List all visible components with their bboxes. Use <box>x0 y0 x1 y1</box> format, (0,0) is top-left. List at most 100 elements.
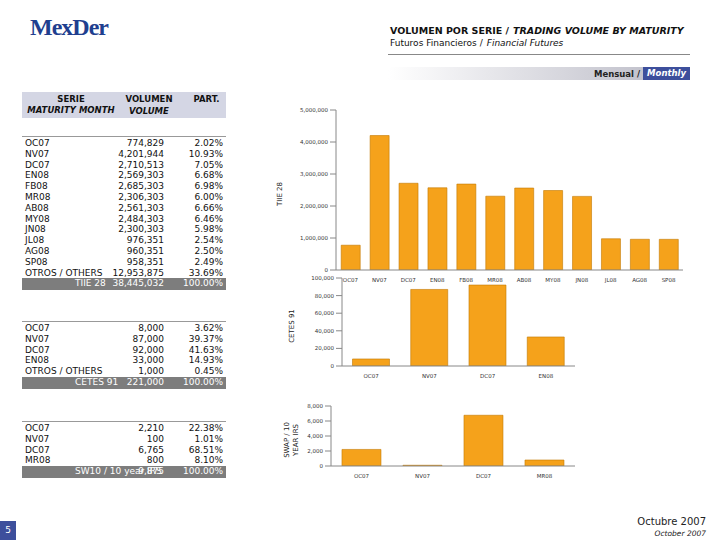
svg-text:OC07: OC07 <box>364 373 380 379</box>
html-text:DC07: DC07 <box>25 344 50 355</box>
html-text:1,000: 1,000 <box>138 366 164 377</box>
html-text:6.68%: 6.68% <box>194 170 223 181</box>
html-text:TRADING VOLUME BY MATURITY: TRADING VOLUME BY MATURITY <box>513 25 684 36</box>
html-text:33,000: 33,000 <box>132 355 164 366</box>
svg-text:OC07: OC07 <box>354 473 370 479</box>
html-text:FB08: FB08 <box>25 181 48 192</box>
html-text:6.66%: 6.66% <box>194 202 223 213</box>
html-text:AB08: AB08 <box>25 202 49 213</box>
svg-text:4,000,000: 4,000,000 <box>300 139 328 145</box>
html-text:2,561,303: 2,561,303 <box>118 202 164 213</box>
svg-text:MR08: MR08 <box>537 473 553 479</box>
html-text:OTROS / OTHERS: OTROS / OTHERS <box>25 366 103 377</box>
html-text:Octubre 2007: Octubre 2007 <box>637 516 706 527</box>
html-text:2,300,303: 2,300,303 <box>118 224 164 235</box>
html-text:100.00%: 100.00% <box>183 278 223 289</box>
html-text:33.69%: 33.69% <box>188 267 223 278</box>
html-text:2,685,303: 2,685,303 <box>118 181 164 192</box>
svg-text:MY08: MY08 <box>545 277 561 283</box>
svg-text:OC07: OC07 <box>343 277 359 283</box>
svg-text:3,000,000: 3,000,000 <box>300 171 328 177</box>
html-text:6,765: 6,765 <box>138 444 164 455</box>
html-text:2.54%: 2.54% <box>194 235 223 246</box>
html-text:MexDer: MexDer <box>30 14 108 40</box>
svg-text:NV07: NV07 <box>372 277 387 283</box>
svg-text:NV07: NV07 <box>422 373 437 379</box>
svg-text:JL08: JL08 <box>604 277 617 284</box>
html-text:2,484,303: 2,484,303 <box>118 213 164 224</box>
html-text:6.98%: 6.98% <box>194 181 223 192</box>
html-text:6.46%: 6.46% <box>194 213 223 224</box>
html-text:4,201,944: 4,201,944 <box>118 148 164 159</box>
html-text:41.63%: 41.63% <box>188 344 223 355</box>
html-text:JN08: JN08 <box>25 224 46 235</box>
svg-text:20,000: 20,000 <box>315 345 335 351</box>
html-text:92,000: 92,000 <box>132 344 164 355</box>
svg-text:EN08: EN08 <box>539 373 554 379</box>
html-text:2,710,513: 2,710,513 <box>118 159 164 170</box>
html-text:5.98%: 5.98% <box>194 224 223 235</box>
svg-text:8,000: 8,000 <box>307 403 323 409</box>
html-text:8.10%: 8.10% <box>194 455 223 466</box>
html-text:2,569,303: 2,569,303 <box>118 170 164 181</box>
html-text:MR08: MR08 <box>25 455 51 466</box>
html-text:976,351: 976,351 <box>126 235 164 246</box>
svg-text:40,000: 40,000 <box>315 328 335 334</box>
html-text:VOLUMEN POR SERIE /: VOLUMEN POR SERIE / <box>390 25 509 36</box>
html-text:1.01%: 1.01% <box>194 433 223 444</box>
svg-text:2,000: 2,000 <box>307 448 323 454</box>
svg-text:NV07: NV07 <box>415 473 430 479</box>
html-text:TIIE 28: TIIE 28 <box>75 278 106 289</box>
svg-text:EN08: EN08 <box>430 277 445 283</box>
html-text:68.51%: 68.51% <box>188 444 223 455</box>
svg-text:5,000,000: 5,000,000 <box>300 107 328 113</box>
svg-text:4,000: 4,000 <box>307 433 323 439</box>
svg-text:MR08: MR08 <box>487 277 503 283</box>
html-text:12,953,875: 12,953,875 <box>112 267 164 278</box>
html-text:87,000: 87,000 <box>132 333 164 344</box>
html-text:NV07: NV07 <box>25 148 50 159</box>
html-text:DC07: DC07 <box>25 159 50 170</box>
svg-text:AB08: AB08 <box>517 277 532 283</box>
svg-text:FB08: FB08 <box>459 277 473 283</box>
svg-text:0: 0 <box>331 363 335 369</box>
svg-text:1,000,000: 1,000,000 <box>300 235 328 241</box>
svg-text:80,000: 80,000 <box>315 293 335 299</box>
html-text:100: 100 <box>146 433 164 444</box>
svg-text:100,000: 100,000 <box>311 275 334 281</box>
svg-text:JN08: JN08 <box>574 277 588 284</box>
svg-text:2,000,000: 2,000,000 <box>300 203 328 209</box>
svg-text:DC07: DC07 <box>476 473 492 479</box>
html-text:0.45%: 0.45% <box>194 366 223 377</box>
html-text:SW10 / 10 year IRS: SW10 / 10 year IRS <box>75 466 162 477</box>
svg-text:DC07: DC07 <box>480 373 496 379</box>
svg-text:0: 0 <box>325 267 329 273</box>
html-text:SWAP / 10 YEAR IRS: SWAP / 10 YEAR IRS <box>283 422 300 458</box>
html-text:14.93%: 14.93% <box>188 355 223 366</box>
svg-text:6,000: 6,000 <box>307 418 323 424</box>
svg-text:AG08: AG08 <box>632 277 647 283</box>
html-text:JL08: JL08 <box>25 235 45 246</box>
html-text:MY08: MY08 <box>25 213 50 224</box>
html-text:38,445,032: 38,445,032 <box>112 278 164 289</box>
svg-text:60,000: 60,000 <box>315 310 335 316</box>
html-text:2.49%: 2.49% <box>194 256 223 267</box>
html-text:39.37%: 39.37% <box>188 333 223 344</box>
html-text:SP08: SP08 <box>25 256 48 267</box>
html-text:800: 800 <box>146 455 164 466</box>
html-text:EN08: EN08 <box>25 170 49 181</box>
html-text:10.93%: 10.93% <box>188 148 223 159</box>
html-text:958,351: 958,351 <box>126 256 164 267</box>
svg-text:DC07: DC07 <box>401 277 417 283</box>
html-text:7.05%: 7.05% <box>194 159 223 170</box>
svg-text:0: 0 <box>320 463 324 469</box>
html-text:Mensual /: Mensual / <box>594 68 641 79</box>
html-text:EN08: EN08 <box>25 355 49 366</box>
svg-text:SP08: SP08 <box>662 277 676 283</box>
html-text:NV07: NV07 <box>25 333 50 344</box>
html-text:100.00%: 100.00% <box>183 466 223 477</box>
html-text:DC07: DC07 <box>25 444 50 455</box>
html-text:NV07: NV07 <box>25 433 50 444</box>
html-text:OTROS / OTHERS: OTROS / OTHERS <box>25 267 103 278</box>
html-text:9,875: 9,875 <box>138 466 164 477</box>
